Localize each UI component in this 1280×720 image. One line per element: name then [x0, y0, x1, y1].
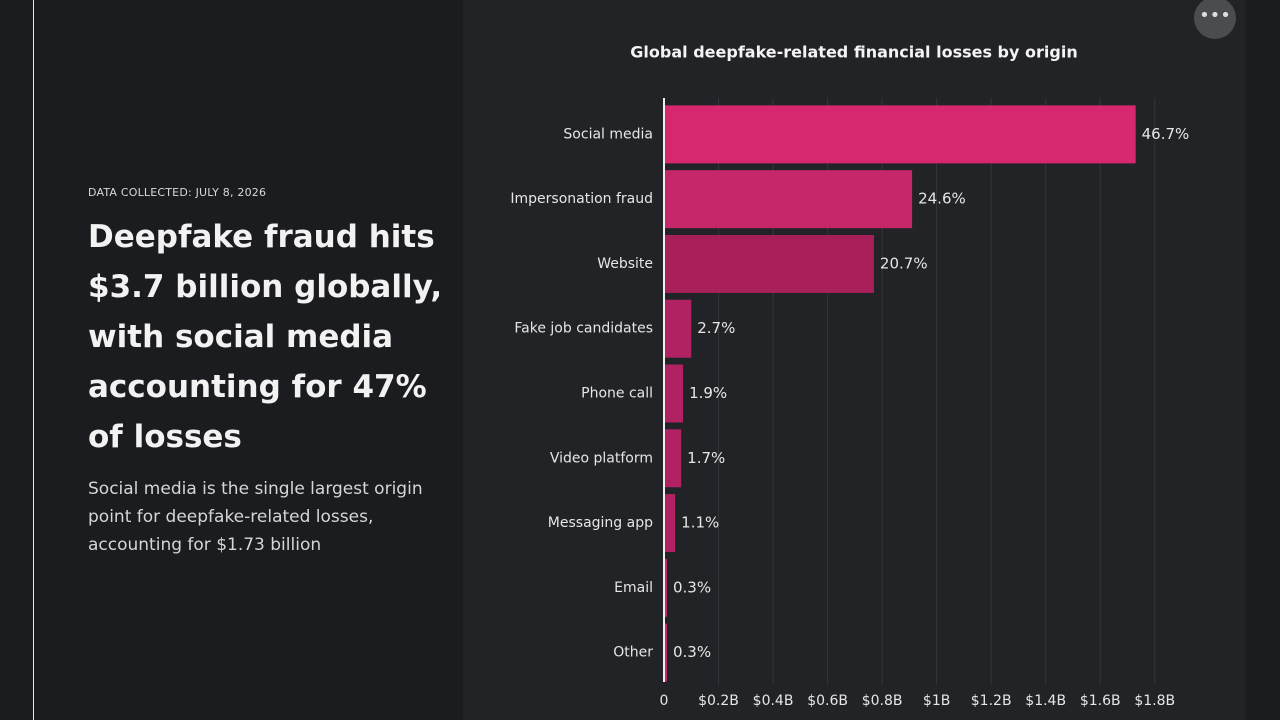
x-tick-label: $1.8B	[1134, 693, 1175, 709]
divider	[33, 0, 34, 720]
headline: Deepfake fraud hits $3.7 billion globall…	[88, 219, 443, 455]
share-label: 0.3%	[673, 643, 711, 661]
x-tick-label: $0.4B	[753, 693, 794, 709]
share-label: 1.7%	[687, 449, 725, 467]
x-tick-label: $1.6B	[1080, 693, 1121, 709]
bar	[664, 234, 874, 293]
x-tick-label: $0.8B	[862, 693, 903, 709]
x-tick-label: $1.2B	[971, 693, 1012, 709]
bar	[664, 299, 692, 358]
category-label: Impersonation fraud	[510, 191, 653, 207]
category-label: Messaging app	[548, 515, 653, 531]
bar	[664, 494, 676, 553]
x-tick-label: $1B	[923, 693, 950, 709]
category-label: Phone call	[581, 386, 653, 402]
share-label: 24.6%	[918, 190, 966, 208]
summary: Social media is the single largest origi…	[88, 479, 423, 555]
bar	[664, 364, 684, 423]
x-tick-label: $0.2B	[698, 693, 739, 709]
share-label: 2.7%	[697, 319, 735, 337]
x-tick-label: $1.4B	[1025, 693, 1066, 709]
eyebrow: DATA COLLECTED: JULY 8, 2026	[88, 186, 267, 199]
share-label: 46.7%	[1142, 125, 1190, 143]
share-label: 20.7%	[880, 254, 928, 272]
share-label: 0.3%	[673, 578, 711, 596]
bar	[664, 623, 667, 682]
category-label: Email	[614, 580, 653, 596]
share-label: 1.1%	[681, 514, 719, 532]
share-label: 1.9%	[689, 384, 727, 402]
category-label: Website	[597, 256, 653, 272]
bar	[664, 170, 913, 229]
category-label: Video platform	[550, 450, 653, 466]
category-label: Social media	[563, 126, 653, 142]
category-label: Other	[613, 645, 653, 661]
bar	[664, 558, 667, 617]
bar	[664, 429, 682, 488]
bar	[664, 105, 1136, 164]
x-tick-label: 0	[660, 693, 669, 709]
x-tick-label: $0.6B	[807, 693, 848, 709]
more-button[interactable]: •••	[1194, 0, 1236, 39]
category-label: Fake job candidates	[514, 321, 653, 337]
chart-title: Global deepfake-related financial losses…	[630, 43, 1077, 62]
